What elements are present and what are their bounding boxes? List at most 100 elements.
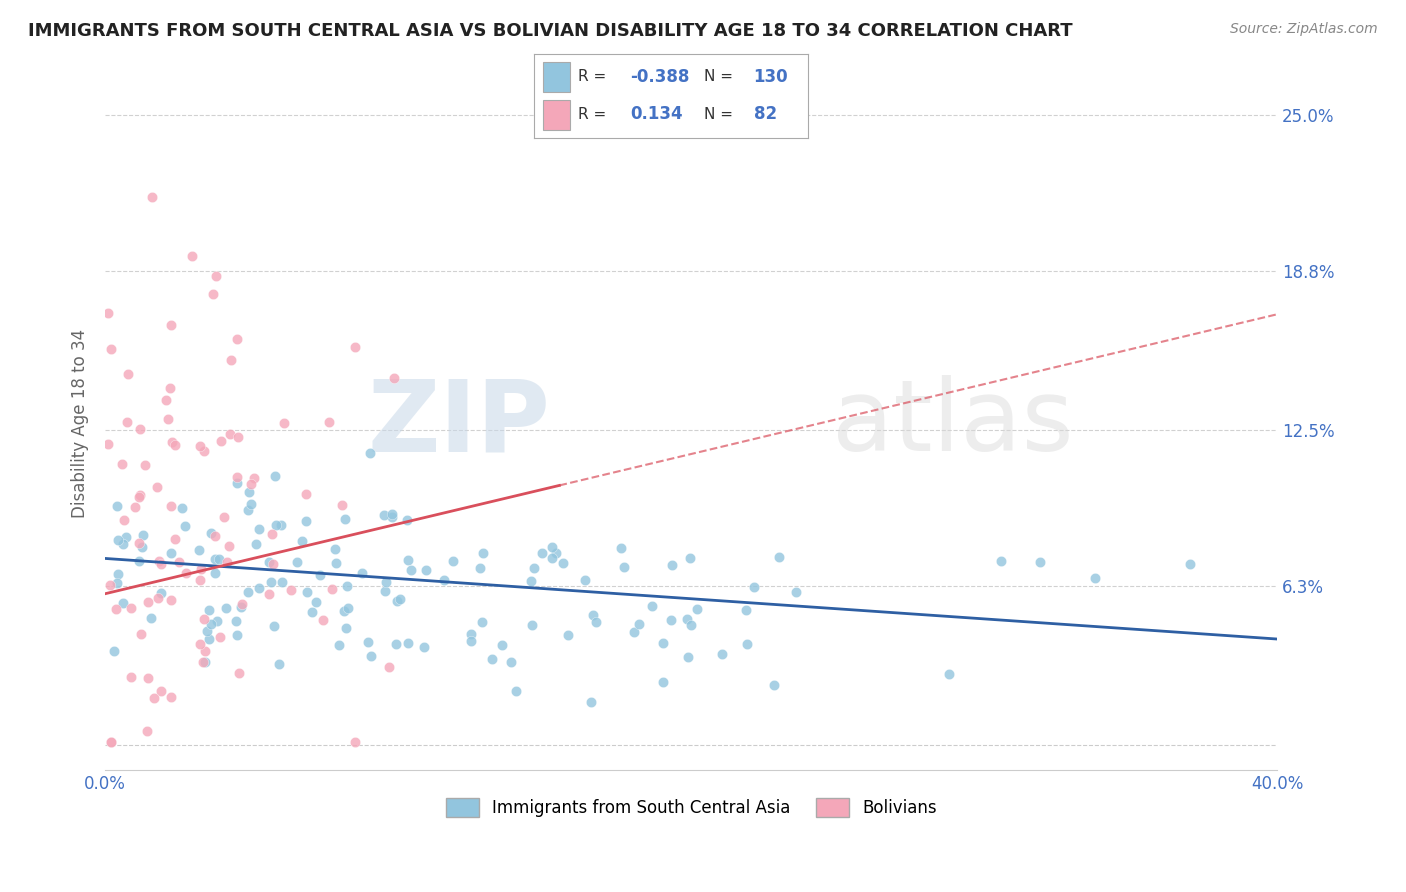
Point	[520, 618, 543, 632]
Point	[193, 643, 215, 657]
Point	[335, 621, 357, 635]
Point	[711, 647, 734, 661]
Point	[385, 594, 408, 608]
Point	[114, 530, 136, 544]
Point	[267, 657, 290, 671]
Point	[197, 603, 219, 617]
Point	[381, 507, 404, 521]
Point	[146, 591, 169, 605]
Point	[129, 488, 152, 502]
Point	[107, 533, 129, 547]
Point	[163, 437, 186, 451]
Point	[544, 546, 567, 560]
Point	[238, 485, 260, 500]
Point	[245, 536, 267, 550]
Point	[491, 638, 513, 652]
Point	[375, 574, 398, 589]
Point	[143, 690, 166, 705]
Point	[613, 560, 636, 574]
Point	[141, 190, 163, 204]
Point	[97, 306, 120, 320]
Point	[318, 415, 340, 429]
Point	[231, 599, 253, 614]
Point	[321, 582, 343, 596]
Point	[297, 584, 319, 599]
Point	[359, 446, 381, 460]
Point	[100, 342, 122, 356]
Point	[204, 566, 226, 580]
Point	[389, 591, 412, 606]
Point	[238, 502, 260, 516]
Point	[149, 557, 172, 571]
Point	[385, 637, 408, 651]
Point	[124, 500, 146, 514]
Point	[105, 575, 128, 590]
Point	[188, 637, 211, 651]
Point	[115, 415, 138, 429]
Point	[198, 632, 221, 646]
Point	[215, 555, 238, 569]
Point	[225, 476, 247, 491]
Point	[218, 427, 240, 442]
Point	[285, 555, 308, 569]
Point	[139, 611, 162, 625]
Point	[651, 636, 673, 650]
Point	[557, 628, 579, 642]
Point	[160, 593, 183, 607]
Point	[260, 574, 283, 589]
Point	[337, 601, 360, 615]
Text: atlas: atlas	[832, 376, 1074, 472]
Point	[157, 412, 180, 426]
Point	[226, 469, 249, 483]
Point	[652, 675, 675, 690]
Point	[396, 553, 419, 567]
Point	[585, 615, 607, 630]
Point	[128, 535, 150, 549]
Point	[471, 547, 494, 561]
Point	[395, 513, 418, 527]
Point	[208, 551, 231, 566]
Point	[111, 537, 134, 551]
Point	[170, 501, 193, 516]
Point	[676, 612, 699, 626]
Point	[270, 517, 292, 532]
Text: ZIP: ZIP	[368, 376, 551, 472]
Point	[188, 439, 211, 453]
Text: Source: ZipAtlas.com: Source: ZipAtlas.com	[1230, 22, 1378, 37]
Bar	[543, 100, 569, 130]
Point	[374, 584, 396, 599]
Point	[628, 617, 651, 632]
Point	[481, 652, 503, 666]
Text: -0.388: -0.388	[630, 68, 689, 86]
Point	[100, 735, 122, 749]
Point	[208, 630, 231, 644]
Point	[679, 550, 702, 565]
Point	[131, 540, 153, 554]
Point	[333, 512, 356, 526]
Point	[226, 332, 249, 346]
Point	[1178, 557, 1201, 571]
Point	[735, 603, 758, 617]
Point	[240, 477, 263, 491]
Point	[188, 573, 211, 587]
Text: N =: N =	[704, 107, 738, 121]
Text: 130: 130	[754, 68, 789, 86]
Point	[160, 690, 183, 705]
Point	[202, 287, 225, 301]
Point	[415, 563, 437, 577]
Point	[100, 735, 122, 749]
Point	[120, 670, 142, 684]
Point	[325, 556, 347, 570]
Point	[149, 586, 172, 600]
Legend: Immigrants from South Central Asia, Bolivians: Immigrants from South Central Asia, Boli…	[439, 791, 943, 824]
Point	[737, 637, 759, 651]
Point	[505, 684, 527, 698]
Point	[219, 352, 242, 367]
Point	[350, 566, 373, 581]
Bar	[543, 62, 569, 92]
Point	[97, 437, 120, 451]
Point	[195, 624, 218, 639]
Point	[1029, 555, 1052, 569]
Point	[204, 529, 226, 543]
Point	[520, 574, 543, 589]
